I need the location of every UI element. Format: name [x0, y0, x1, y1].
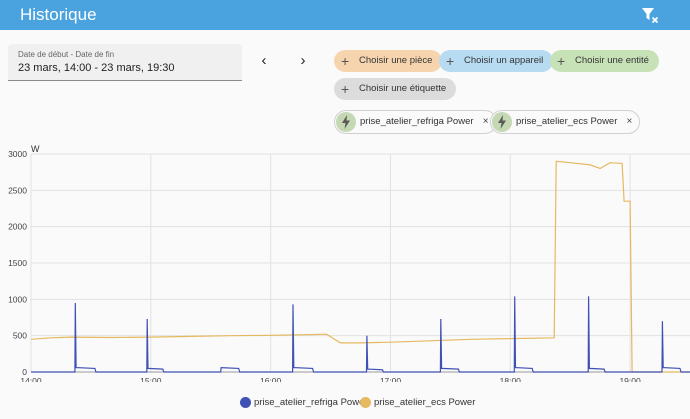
- series-line: [30, 160, 690, 373]
- choose-entity-chip[interactable]: + Choisir une entité: [550, 50, 659, 72]
- y-tick-label: 1000: [8, 294, 27, 304]
- y-tick-label: 0: [22, 367, 27, 377]
- history-chart[interactable]: 0 500 1000 1500 2000 2500 3000 14:00 15:00 16:00 1…: [0, 142, 690, 382]
- previous-period-button[interactable]: ‹: [261, 52, 267, 69]
- date-range-picker[interactable]: Date de début - Date de fin 23 mars, 14:…: [8, 44, 242, 81]
- y-tick-label: 2000: [8, 222, 27, 232]
- x-tick-label: 18:00: [500, 376, 522, 382]
- selected-entity-label: prise_atelier_ecs Power: [516, 116, 618, 127]
- selected-entity-chip[interactable]: prise_atelier_ecs Power ×: [490, 110, 641, 134]
- filter-remove-icon[interactable]: [640, 5, 660, 25]
- remove-entity-icon[interactable]: ×: [626, 116, 633, 127]
- x-tick-label: 14:00: [20, 376, 42, 382]
- legend-label: prise_atelier_ecs Power: [374, 397, 476, 408]
- next-period-button[interactable]: ›: [300, 52, 306, 69]
- choose-area-label: Choisir une pièce: [359, 55, 433, 66]
- date-range-value: 23 mars, 14:00 - 23 mars, 19:30: [18, 62, 175, 74]
- y-tick-label: 500: [13, 331, 27, 341]
- plus-icon: +: [341, 81, 350, 97]
- choose-label-label: Choisir une étiquette: [359, 83, 447, 94]
- choose-area-chip[interactable]: + Choisir une pièce: [334, 50, 443, 72]
- x-tick-label: 16:00: [260, 376, 282, 382]
- legend-item-refriga[interactable]: prise_atelier_refriga Power: [240, 396, 368, 410]
- date-range-label: Date de début - Date de fin: [18, 50, 115, 59]
- series-line: [31, 296, 690, 373]
- y-tick-label: 1500: [8, 258, 27, 268]
- plus-icon: +: [341, 53, 350, 69]
- choose-device-label: Choisir un appareil: [464, 55, 544, 66]
- x-tick-label: 17:00: [380, 376, 402, 382]
- legend-item-ecs[interactable]: prise_atelier_ecs Power: [360, 396, 475, 410]
- selected-entity-chip[interactable]: prise_atelier_refriga Power ×: [334, 110, 497, 134]
- y-tick-label: 3000: [8, 149, 27, 159]
- app-header: Historique: [0, 0, 690, 30]
- choose-entity-label: Choisir une entité: [575, 55, 649, 66]
- flash-icon: [492, 112, 512, 132]
- choose-label-chip[interactable]: + Choisir une étiquette: [334, 78, 457, 100]
- y-axis-unit: W: [31, 144, 40, 154]
- choose-device-chip[interactable]: + Choisir un appareil: [439, 50, 554, 72]
- plus-icon: +: [446, 53, 455, 69]
- x-tick-label: 19:00: [619, 376, 641, 382]
- legend-dot-icon: [240, 397, 251, 408]
- legend-dot-icon: [360, 397, 371, 408]
- y-tick-label: 2500: [8, 185, 27, 195]
- x-tick-label: 15:00: [140, 376, 162, 382]
- plus-icon: +: [557, 53, 566, 69]
- flash-icon: [336, 112, 356, 132]
- selected-entity-label: prise_atelier_refriga Power: [360, 116, 474, 127]
- page-title: Historique: [20, 5, 97, 24]
- legend-label: prise_atelier_refriga Power: [254, 397, 368, 408]
- remove-entity-icon[interactable]: ×: [482, 116, 489, 127]
